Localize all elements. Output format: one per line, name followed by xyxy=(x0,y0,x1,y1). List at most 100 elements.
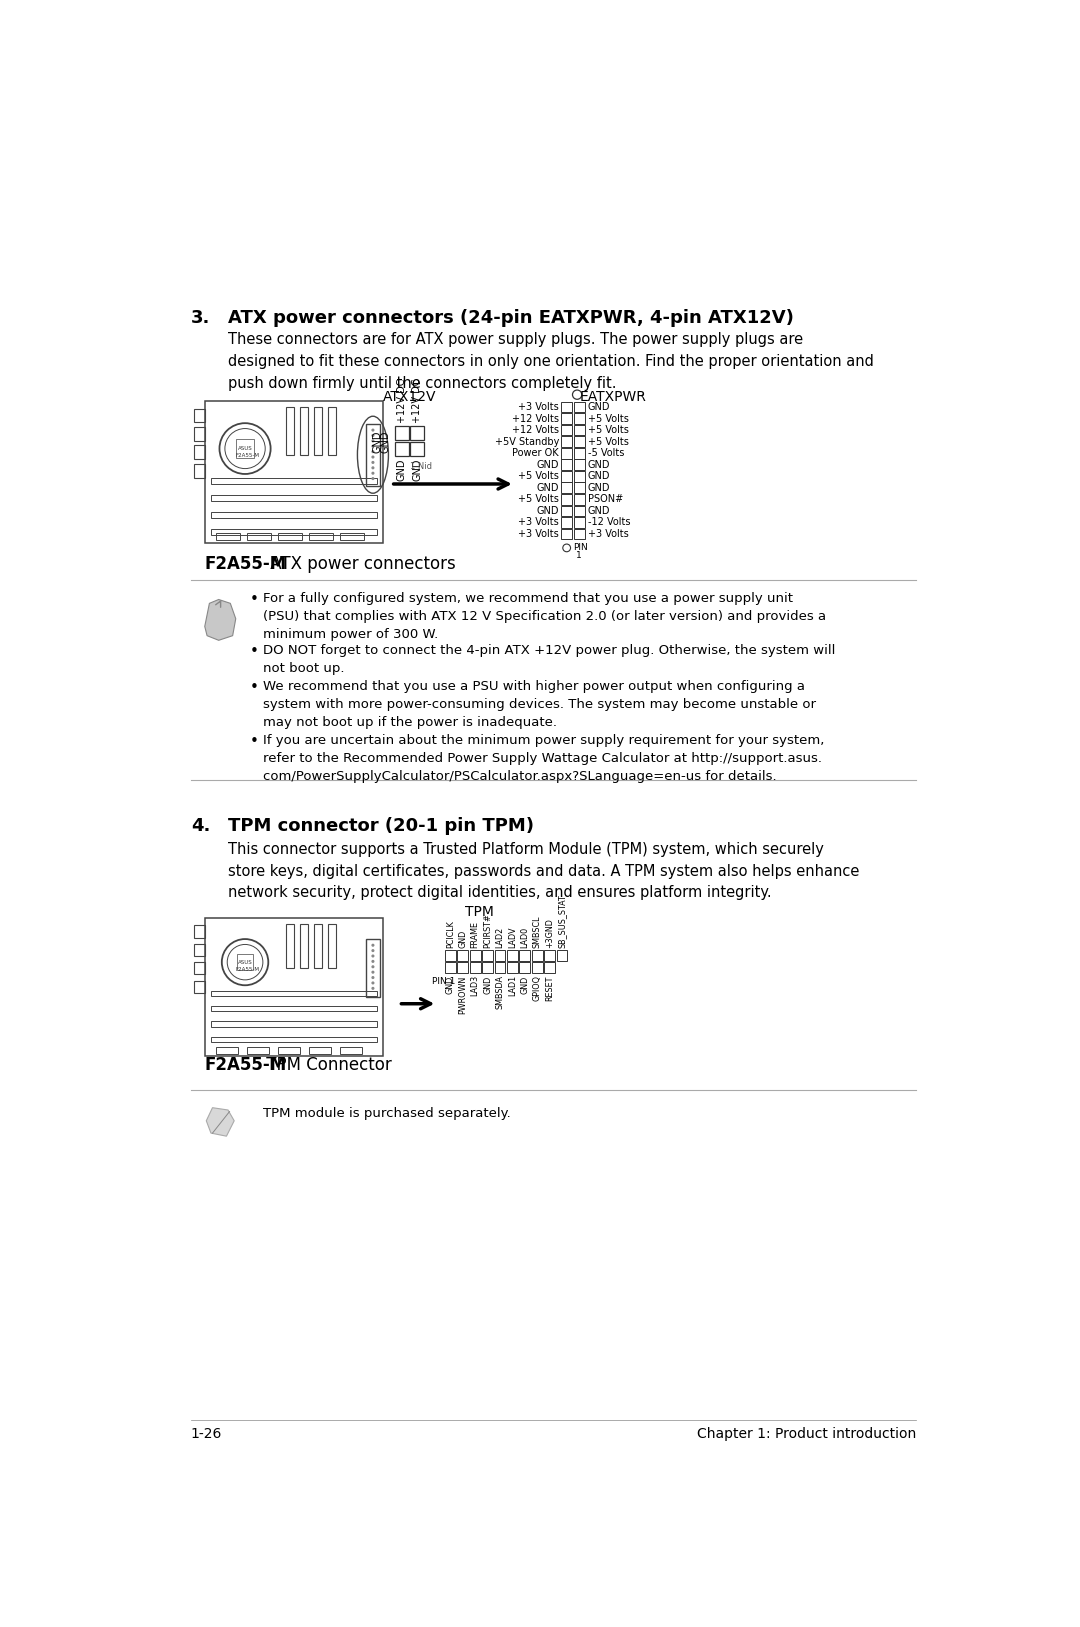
Text: PWROWN: PWROWN xyxy=(458,975,468,1014)
Text: ASUS: ASUS xyxy=(238,446,253,451)
Text: +5V Standby: +5V Standby xyxy=(495,436,559,447)
Bar xyxy=(194,426,205,441)
Text: F2A55-M: F2A55-M xyxy=(205,555,287,573)
Bar xyxy=(562,529,572,540)
Text: LADV: LADV xyxy=(508,926,517,947)
Bar xyxy=(366,939,380,997)
Circle shape xyxy=(372,988,375,989)
Bar xyxy=(495,962,505,973)
Bar xyxy=(340,532,364,540)
Polygon shape xyxy=(205,599,235,641)
Bar xyxy=(279,532,301,540)
Bar xyxy=(279,1046,300,1054)
Bar xyxy=(562,436,572,447)
Bar xyxy=(314,924,322,968)
Text: +3 Volts: +3 Volts xyxy=(518,402,559,412)
Text: TPM Connector: TPM Connector xyxy=(260,1056,391,1074)
Circle shape xyxy=(372,960,375,963)
Bar xyxy=(575,425,585,436)
Bar xyxy=(211,495,377,501)
Bar xyxy=(575,529,585,540)
Bar xyxy=(216,1046,238,1054)
Text: LAD1: LAD1 xyxy=(508,975,517,996)
Bar xyxy=(366,425,380,485)
Circle shape xyxy=(372,460,375,464)
Circle shape xyxy=(372,439,375,443)
Text: GND: GND xyxy=(396,459,406,482)
Text: +3GND: +3GND xyxy=(545,918,554,947)
Bar xyxy=(470,950,481,960)
Text: GPIOQ: GPIOQ xyxy=(532,975,542,1001)
Bar xyxy=(410,426,424,439)
Circle shape xyxy=(372,444,375,447)
Bar xyxy=(531,950,542,960)
Text: +5 Volts: +5 Volts xyxy=(588,425,629,434)
Bar xyxy=(205,400,383,543)
Text: FRAME: FRAME xyxy=(471,921,480,947)
Text: LAD2: LAD2 xyxy=(496,926,504,947)
Circle shape xyxy=(372,434,375,438)
Text: GND: GND xyxy=(588,402,610,412)
Text: Power OK: Power OK xyxy=(512,447,559,459)
Bar xyxy=(211,478,377,483)
Bar xyxy=(575,483,585,493)
Text: F2A55-M: F2A55-M xyxy=(235,966,260,971)
Bar xyxy=(445,962,456,973)
Bar xyxy=(394,441,408,456)
Text: SMBSCL: SMBSCL xyxy=(532,914,542,947)
Text: PCICLK: PCICLK xyxy=(446,919,455,947)
Text: PCIRST#: PCIRST# xyxy=(483,913,492,947)
Bar xyxy=(562,483,572,493)
Bar xyxy=(556,950,567,960)
Bar xyxy=(482,962,494,973)
Circle shape xyxy=(372,467,375,469)
Text: GND: GND xyxy=(373,431,382,452)
Text: SB_SUS_STAT: SB_SUS_STAT xyxy=(557,893,567,947)
Bar xyxy=(194,981,205,992)
Text: GND: GND xyxy=(537,483,559,493)
Circle shape xyxy=(372,451,375,454)
Text: GND: GND xyxy=(380,431,390,452)
Bar xyxy=(458,950,469,960)
Bar xyxy=(575,459,585,470)
Bar xyxy=(519,950,530,960)
Text: 1-26: 1-26 xyxy=(191,1427,222,1442)
Circle shape xyxy=(372,472,375,475)
Bar xyxy=(562,470,572,482)
Text: ATX power connectors (24-pin EATXPWR, 4-pin ATX12V): ATX power connectors (24-pin EATXPWR, 4-… xyxy=(228,309,794,327)
Bar xyxy=(470,962,481,973)
Bar xyxy=(562,459,572,470)
Bar xyxy=(216,532,240,540)
Text: TPM module is purchased separately.: TPM module is purchased separately. xyxy=(262,1106,511,1119)
Bar xyxy=(575,517,585,527)
Bar xyxy=(544,950,555,960)
Bar xyxy=(235,439,255,457)
Bar xyxy=(575,470,585,482)
Text: +12V DC: +12V DC xyxy=(413,379,422,423)
Bar xyxy=(340,1046,362,1054)
Bar xyxy=(194,962,205,975)
Text: 4.: 4. xyxy=(191,817,211,835)
Bar xyxy=(445,950,456,960)
Bar xyxy=(194,408,205,423)
Text: +3 Volts: +3 Volts xyxy=(518,517,559,527)
Text: +12V DC: +12V DC xyxy=(396,379,406,423)
Bar xyxy=(544,962,555,973)
Text: PIN: PIN xyxy=(572,543,588,553)
Text: For a fully configured system, we recommend that you use a power supply unit
(PS: For a fully configured system, we recomm… xyxy=(262,592,826,641)
Bar xyxy=(575,436,585,447)
Bar xyxy=(211,529,377,535)
Bar xyxy=(300,924,308,968)
Text: GND: GND xyxy=(458,929,468,947)
Bar xyxy=(507,962,517,973)
Text: ATX power connectors: ATX power connectors xyxy=(266,555,456,573)
Text: RESET: RESET xyxy=(545,975,554,1001)
Bar xyxy=(562,517,572,527)
Text: +12 Volts: +12 Volts xyxy=(512,413,559,423)
Bar xyxy=(562,506,572,516)
Bar xyxy=(410,441,424,456)
Text: GND: GND xyxy=(537,460,559,470)
Text: +3 Volts: +3 Volts xyxy=(518,529,559,539)
Text: +12 Volts: +12 Volts xyxy=(512,425,559,434)
Text: +5 Volts: +5 Volts xyxy=(518,495,559,504)
